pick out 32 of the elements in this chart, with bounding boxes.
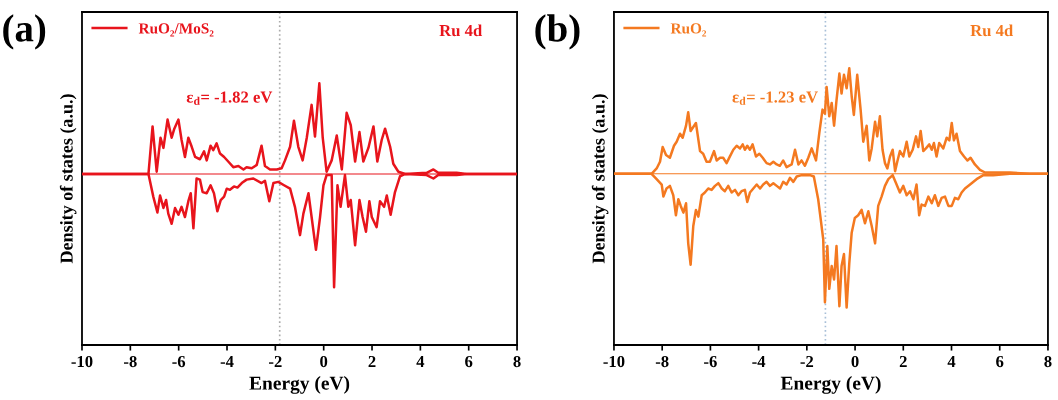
- x-tick-label: -2: [800, 355, 814, 367]
- x-tick-label: 8: [513, 355, 521, 368]
- x-tick-label: 6: [465, 355, 473, 368]
- x-tick-label: -4: [752, 356, 766, 367]
- x-tick-label: -10: [603, 355, 625, 368]
- x-tick-label: 0: [320, 355, 328, 368]
- x-tick-label: -4: [220, 356, 234, 367]
- text: Ru 4d: [439, 24, 483, 37]
- legend-label: RuO₂/MoS₂: [138, 23, 214, 37]
- x-tick-label: 6: [996, 355, 1004, 368]
- text: (a): [3, 14, 46, 50]
- x-tick-label: -6: [704, 355, 717, 368]
- x-tick-label: 0: [851, 355, 859, 368]
- y-axis-title: Density of states (a.u.): [59, 94, 77, 264]
- y-axis-title: Density of states (a.u.): [591, 94, 609, 264]
- legend-label: RuO₂: [670, 23, 707, 37]
- annotation: ε$_{d}$= -1.23 eV: [732, 91, 818, 105]
- x-axis-title: Energy (eV): [249, 376, 350, 394]
- x-axis-title: Energy (eV): [780, 376, 881, 394]
- x-tick-label: 2: [368, 355, 376, 367]
- x-tick-label: 4: [416, 356, 425, 367]
- x-tick-label: -6: [172, 355, 186, 368]
- x-tick-label: -8: [655, 355, 669, 368]
- x-tick-label: -8: [124, 355, 137, 368]
- x-tick-label: -10: [71, 355, 93, 368]
- x-tick-label: 8: [1044, 355, 1052, 368]
- x-tick-label: -2: [269, 355, 282, 367]
- x-tick-label: 4: [947, 356, 956, 367]
- text: (b): [535, 14, 580, 50]
- annotation: ε$_{d}$= -1.82 eV: [186, 91, 273, 105]
- text: Ru 4d: [970, 24, 1014, 37]
- x-tick-label: 2: [899, 355, 907, 367]
